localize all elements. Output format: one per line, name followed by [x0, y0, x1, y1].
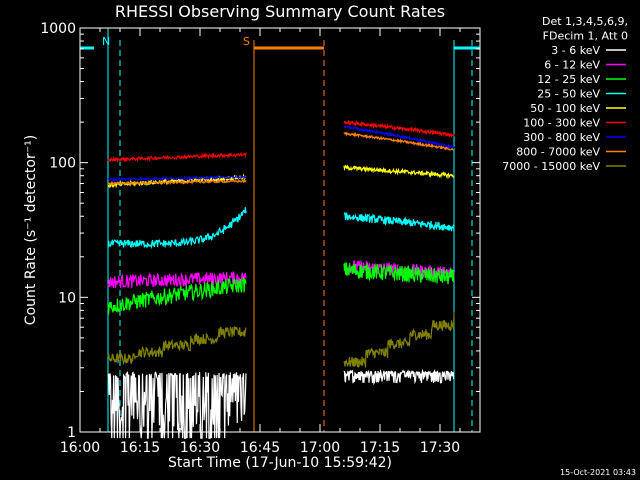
axes: 1 10 100 1000 16:00 16:15 16:30 16:45 17:00 17:15…	[40, 21, 481, 456]
legend-header: Det 1,3,4,5,6,9,	[542, 15, 628, 28]
series-line-300-800-kev	[343, 125, 455, 150]
footer-timestamp: 15-Oct-2021 03:43	[560, 468, 636, 477]
legend-entry-label: 25 - 50 keV	[537, 88, 600, 101]
series-line-7000-15000-kev	[107, 325, 247, 366]
x-tick-label: 16:00	[60, 440, 100, 456]
x-tick-label: 17:15	[360, 440, 400, 456]
series-line-100-300-kev	[343, 119, 455, 138]
series-line-3-6-kev	[343, 368, 455, 386]
series-line-800-7000-kev	[107, 178, 247, 186]
legend: Det 1,3,4,5,6,9, FDecim 1, Att 03 - 6 keV…	[502, 15, 628, 173]
x-tick-label: 16:15	[120, 440, 160, 456]
x-axis-label: Start Time (17-Jun-10 15:59:42)	[168, 455, 392, 471]
series-line-25-50-kev	[343, 212, 455, 232]
series-line-6-12-kev	[107, 271, 247, 289]
series-line-100-300-kev	[107, 151, 247, 164]
x-tick-label: 16:45	[240, 440, 280, 456]
legend-entry-label: 800 - 7000 keV	[516, 146, 600, 159]
y-tick-label: 1	[67, 425, 76, 441]
series-line-25-50-kev	[107, 207, 247, 250]
legend-entry-label: 300 - 800 keV	[523, 131, 600, 144]
plot-frame	[79, 27, 481, 433]
series-line-3-6-kev	[107, 371, 247, 439]
y-tick-label: 10	[58, 290, 76, 306]
y-axis-label: Count Rate (s⁻¹ detector⁻¹)	[23, 135, 39, 325]
legend-entry-label: 50 - 100 keV	[530, 102, 600, 115]
chart-title: RHESSI Observing Summary Count Rates	[115, 2, 445, 21]
flag-label-n: N	[102, 35, 110, 48]
series-line-12-25-kev	[343, 262, 455, 285]
series-line-50-100-kev	[343, 164, 455, 180]
legend-entry-label: 12 - 25 keV	[537, 73, 600, 86]
legend-entry-label: 100 - 300 keV	[523, 117, 600, 130]
x-tick-label: 17:00	[300, 440, 340, 456]
series-line-800-7000-kev	[343, 131, 455, 151]
y-tick-label: 100	[49, 156, 76, 172]
legend-entry-label: 3 - 6 keV	[551, 44, 600, 57]
series-line-300-800-kev	[107, 175, 247, 183]
y-tick-label: 1000	[40, 21, 76, 37]
x-tick-label: 17:30	[420, 440, 460, 456]
x-tick-label: 16:30	[180, 440, 220, 456]
series-line-7000-15000-kev	[343, 311, 455, 369]
legend-entry-label: 6 - 12 keV	[544, 59, 600, 72]
flag-label-s: S	[243, 35, 250, 48]
legend-header: FDecim 1, Att 0	[543, 30, 628, 43]
series-line-12-25-kev	[107, 277, 247, 315]
legend-entry-label: 7000 - 15000 keV	[502, 160, 600, 173]
